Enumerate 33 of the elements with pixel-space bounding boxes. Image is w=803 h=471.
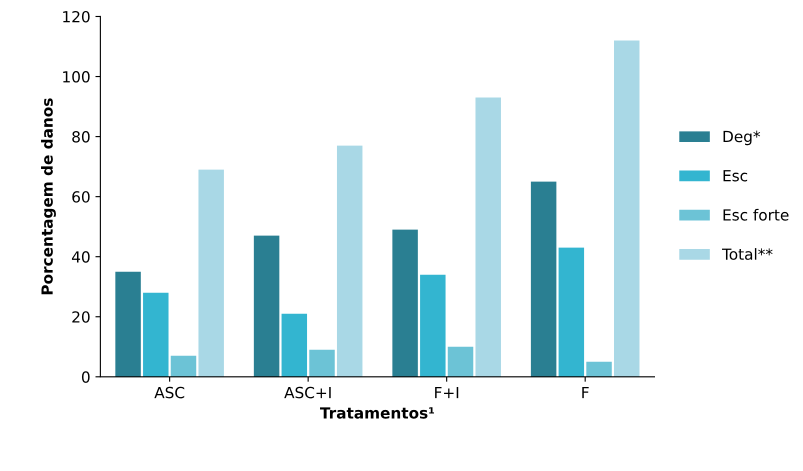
bar — [143, 292, 169, 377]
y-tick-label: 100 — [63, 71, 90, 83]
bar — [614, 40, 640, 377]
bar — [115, 272, 141, 377]
legend-label: Total** — [722, 248, 773, 260]
bar — [282, 314, 308, 377]
y-axis-title: Porcentagem de danos — [41, 98, 56, 294]
bar — [254, 236, 280, 377]
legend-label: Esc forte — [724, 208, 789, 221]
bar — [558, 248, 584, 377]
y-tick-label: 0 — [82, 371, 90, 383]
legend-label: Deg* — [724, 130, 760, 146]
bar — [198, 170, 224, 377]
bar — [448, 346, 474, 377]
x-tick-label: F+I — [435, 386, 458, 398]
bar — [170, 356, 196, 377]
bar — [586, 362, 612, 377]
bar — [392, 230, 418, 377]
legend-label: Esc — [724, 170, 748, 182]
bar — [420, 274, 446, 377]
bar — [309, 350, 335, 377]
x-tick-label: F — [582, 386, 589, 398]
x-tick-label: ASC+I — [284, 386, 331, 398]
bar — [336, 146, 362, 377]
x-tick-label: ASC — [154, 386, 184, 398]
y-tick-label: 60 — [72, 191, 90, 203]
bar — [475, 98, 501, 377]
y-tick-label: 40 — [72, 251, 90, 263]
y-tick-label: 120 — [63, 10, 90, 23]
x-axis-title: Tratamentos¹ — [320, 407, 434, 419]
y-tick-label: 80 — [72, 131, 90, 143]
y-tick-label: 20 — [72, 311, 90, 323]
bar — [530, 182, 556, 377]
